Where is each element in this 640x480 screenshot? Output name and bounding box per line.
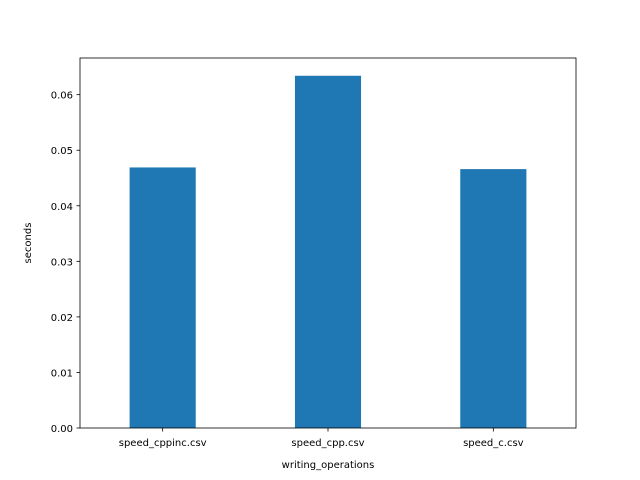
y-tick-label: 0.06 [51, 91, 73, 102]
x-axis-label: writing_operations [282, 460, 375, 471]
x-axis-ticks: speed_cppinc.csv speed_cpp.csv speed_c.csv [119, 428, 524, 449]
x-tick-label: speed_c.csv [463, 438, 524, 449]
axes-frame [79, 57, 577, 429]
y-tick-label: 0.00 [51, 424, 73, 435]
y-tick-label: 0.02 [51, 313, 73, 324]
y-tick-label: 0.05 [51, 146, 73, 157]
bar-speed-cppinc-csv [129, 167, 196, 428]
y-tick-label: 0.03 [51, 257, 73, 268]
x-tick-label: speed_cpp.csv [291, 438, 364, 449]
y-axis-ticks: 0.00 0.01 0.02 0.03 0.04 0.05 0.06 [51, 91, 80, 435]
bar-speed-c-csv [460, 169, 527, 428]
bar-group [129, 75, 527, 429]
bar-speed-cpp-csv [294, 75, 362, 429]
y-axis-label: seconds [23, 223, 34, 264]
y-tick-label: 0.01 [51, 368, 73, 379]
y-tick-label: 0.04 [51, 202, 73, 213]
x-tick-label: speed_cppinc.csv [119, 438, 207, 449]
